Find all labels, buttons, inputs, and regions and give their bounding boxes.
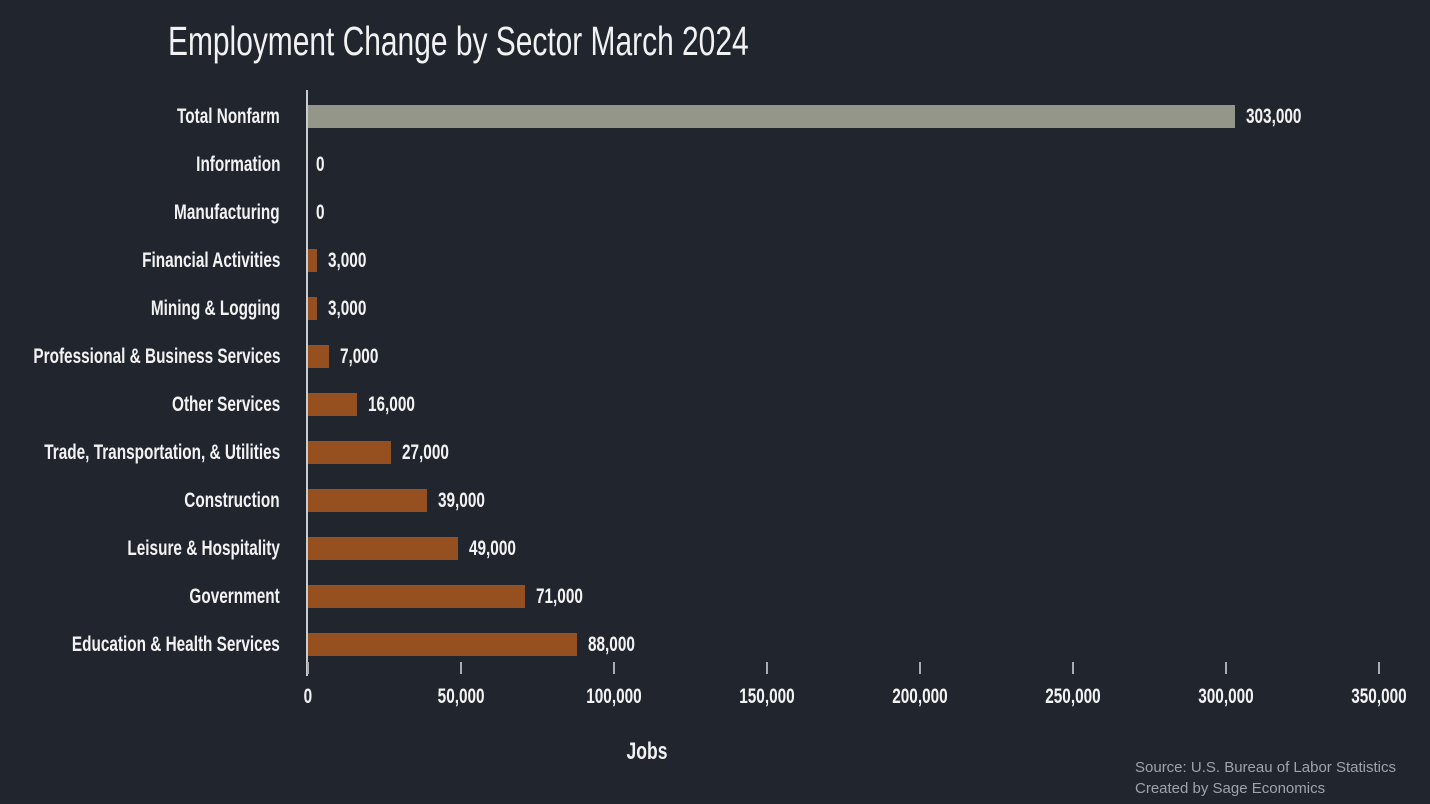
value-label: 3,000 xyxy=(328,247,381,275)
bar xyxy=(308,537,458,560)
chart-title-text: Employment Change by Sector March 2024 xyxy=(168,18,749,64)
x-tick-mark xyxy=(460,662,462,674)
value-label: 7,000 xyxy=(340,343,393,371)
value-label-text: 16,000 xyxy=(368,393,415,416)
bar xyxy=(308,489,427,512)
value-label: 303,000 xyxy=(1246,103,1322,131)
x-tick-mark xyxy=(1072,662,1074,674)
category-label: Professional & Business Services xyxy=(0,343,280,371)
x-tick-label-text: 300,000 xyxy=(1198,685,1254,708)
category-label: Trade, Transportation, & Utilities xyxy=(0,439,280,467)
x-tick-label: 0 xyxy=(238,684,378,710)
value-label-text: 3,000 xyxy=(328,249,367,272)
value-label: 88,000 xyxy=(588,631,652,659)
category-label-text: Trade, Transportation, & Utilities xyxy=(44,441,280,464)
category-label: Government xyxy=(156,583,280,611)
value-label-text: 71,000 xyxy=(536,585,583,608)
category-label: Information xyxy=(165,151,280,179)
x-tick-mark xyxy=(1225,662,1227,674)
category-label: Leisure & Hospitality xyxy=(71,535,280,563)
bar xyxy=(308,633,577,656)
category-label: Other Services xyxy=(132,391,280,419)
category-label: Mining & Logging xyxy=(103,295,280,323)
x-tick-mark xyxy=(613,662,615,674)
category-label-text: Government xyxy=(189,585,280,608)
value-label: 0 xyxy=(316,199,328,227)
value-label-text: 303,000 xyxy=(1246,105,1302,128)
bar xyxy=(308,345,329,368)
category-label-text: Total Nonfarm xyxy=(177,105,280,128)
bar xyxy=(308,441,391,464)
category-label: Manufacturing xyxy=(135,199,280,227)
bar xyxy=(308,585,525,608)
value-label: 39,000 xyxy=(438,487,502,515)
category-label: Total Nonfarm xyxy=(139,103,280,131)
x-tick-mark xyxy=(1378,662,1380,674)
value-label-text: 49,000 xyxy=(469,537,516,560)
value-label-text: 0 xyxy=(316,153,325,176)
x-tick-label: 150,000 xyxy=(697,684,837,710)
category-label-text: Professional & Business Services xyxy=(32,345,280,368)
category-label-text: Financial Activities xyxy=(141,249,280,272)
category-label-text: Mining & Logging xyxy=(150,297,280,320)
bar xyxy=(308,249,317,272)
x-tick-label-text: 350,000 xyxy=(1351,685,1407,708)
x-axis-label-text: Jobs xyxy=(626,738,668,765)
bar xyxy=(308,105,1235,128)
value-label-text: 27,000 xyxy=(402,441,449,464)
value-label: 49,000 xyxy=(469,535,533,563)
x-tick-label-text: 0 xyxy=(303,685,313,708)
x-axis-label: Jobs xyxy=(587,738,707,766)
x-tick-label-text: 150,000 xyxy=(739,685,795,708)
bar xyxy=(308,393,357,416)
x-tick-label: 300,000 xyxy=(1156,684,1296,710)
x-tick-label-text: 50,000 xyxy=(437,685,485,708)
category-label-text: Leisure & Hospitality xyxy=(127,537,280,560)
value-label-text: 0 xyxy=(316,201,325,224)
value-label-text: 7,000 xyxy=(340,345,379,368)
category-label-text: Education & Health Services xyxy=(72,633,280,656)
x-tick-mark xyxy=(766,662,768,674)
x-tick-label: 200,000 xyxy=(850,684,990,710)
value-label: 3,000 xyxy=(328,295,381,323)
category-label: Construction xyxy=(149,487,280,515)
category-label: Education & Health Services xyxy=(0,631,280,659)
chart-title: Employment Change by Sector March 2024 xyxy=(168,18,963,65)
x-tick-label-text: 250,000 xyxy=(1045,685,1101,708)
x-tick-label-text: 200,000 xyxy=(892,685,948,708)
category-label-text: Other Services xyxy=(171,393,280,416)
category-label-text: Manufacturing xyxy=(174,201,280,224)
source-note: Source: U.S. Bureau of Labor Statistics … xyxy=(1135,757,1396,799)
x-tick-mark xyxy=(307,662,309,674)
x-tick-mark xyxy=(919,662,921,674)
source-line: Source: U.S. Bureau of Labor Statistics xyxy=(1135,759,1396,776)
value-label: 16,000 xyxy=(368,391,432,419)
x-tick-label: 50,000 xyxy=(391,684,531,710)
value-label-text: 39,000 xyxy=(438,489,485,512)
category-label: Financial Activities xyxy=(91,247,280,275)
x-tick-label-text: 100,000 xyxy=(586,685,642,708)
value-label-text: 88,000 xyxy=(588,633,635,656)
x-tick-label: 100,000 xyxy=(544,684,684,710)
x-tick-label: 350,000 xyxy=(1309,684,1430,710)
x-tick-label: 250,000 xyxy=(1003,684,1143,710)
credit-line: Created by Sage Economics xyxy=(1135,780,1326,797)
value-label: 71,000 xyxy=(536,583,600,611)
category-label-text: Information xyxy=(195,153,280,176)
bar xyxy=(308,297,317,320)
category-label-text: Construction xyxy=(184,489,280,512)
y-axis-line xyxy=(306,90,308,676)
value-label: 0 xyxy=(316,151,328,179)
value-label-text: 3,000 xyxy=(328,297,367,320)
value-label: 27,000 xyxy=(402,439,466,467)
